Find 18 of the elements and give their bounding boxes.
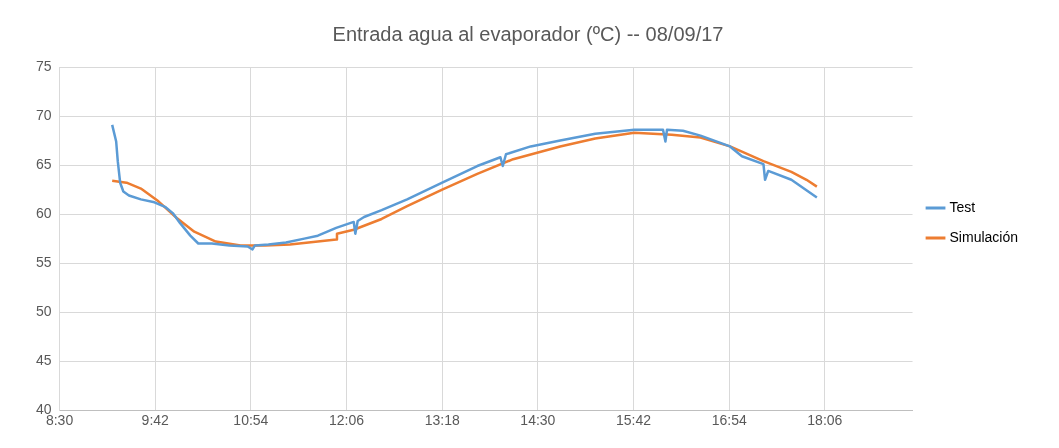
y-tick-label: 70 [35, 106, 52, 123]
x-tick-label: 18:06 [807, 412, 843, 429]
x-tick-label: 14:30 [520, 412, 556, 429]
y-tick-label: 75 [35, 57, 52, 74]
legend-label: Test [949, 198, 976, 215]
chart-title: Entrada agua al evaporador (ºC) -- 08/09/17 [332, 22, 724, 45]
x-tick-label: 16:54 [711, 412, 747, 429]
y-tick-label: 65 [35, 155, 52, 172]
y-tick-label: 50 [35, 303, 52, 319]
x-tick-label: 12:06 [329, 412, 365, 429]
legend-label: Simulación [949, 228, 1019, 245]
x-tick-label: 15:42 [616, 412, 652, 429]
y-tick-label: 60 [35, 204, 52, 221]
x-tick-label: 13:18 [424, 412, 460, 429]
x-tick-label: 10:54 [233, 412, 269, 429]
x-tick-label: 9:42 [141, 412, 170, 429]
y-tick-label: 55 [35, 253, 52, 270]
y-tick-label: 45 [35, 352, 52, 369]
